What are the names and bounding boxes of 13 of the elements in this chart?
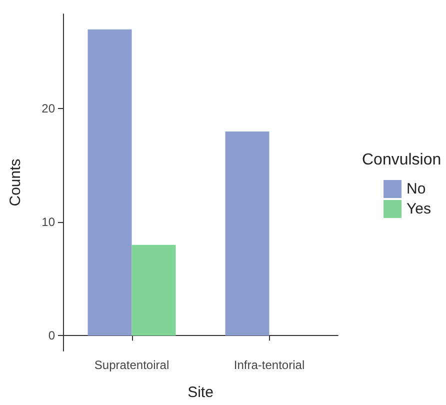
legend-title: Convulsion bbox=[362, 152, 442, 168]
x-axis-title: Site bbox=[188, 384, 214, 401]
y-tick-label: 20 bbox=[42, 102, 56, 116]
y-tick-label: 10 bbox=[42, 215, 56, 230]
x-tick-label: Supratentoiral bbox=[94, 358, 170, 372]
x-tick-label: Infra-tentorial bbox=[234, 358, 305, 372]
legend-label: No bbox=[406, 180, 426, 198]
legend-label: Yes bbox=[406, 200, 432, 218]
y-tick-label: 0 bbox=[48, 328, 56, 343]
bar bbox=[225, 131, 270, 336]
bar bbox=[132, 244, 176, 336]
bar bbox=[88, 29, 132, 336]
y-axis-title: Counts bbox=[7, 158, 24, 206]
